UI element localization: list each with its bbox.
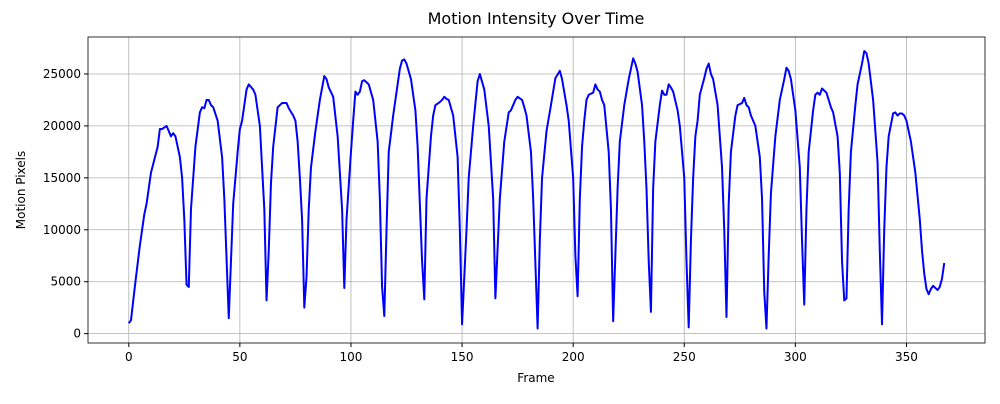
y-tick-label: 5000 [50, 275, 81, 289]
chart-title: Motion Intensity Over Time [428, 9, 645, 28]
x-tick-label: 150 [451, 350, 474, 364]
x-tick-label: 300 [784, 350, 807, 364]
y-tick-label: 20000 [43, 119, 81, 133]
x-axis-label: Frame [517, 371, 554, 385]
x-tick-label: 0 [125, 350, 133, 364]
x-tick-label: 50 [232, 350, 247, 364]
y-axis-label: Motion Pixels [14, 151, 28, 230]
x-tick-label: 250 [673, 350, 696, 364]
x-tick-label: 350 [895, 350, 918, 364]
x-tick-label: 200 [562, 350, 585, 364]
data-line [127, 50, 946, 330]
x-tick-label: 100 [340, 350, 363, 364]
y-tick-label: 25000 [43, 67, 81, 81]
y-tick-label: 15000 [43, 171, 81, 185]
y-tick-label: 10000 [43, 223, 81, 237]
plot-frame [87, 36, 986, 344]
y-tick-label: 0 [73, 327, 81, 341]
